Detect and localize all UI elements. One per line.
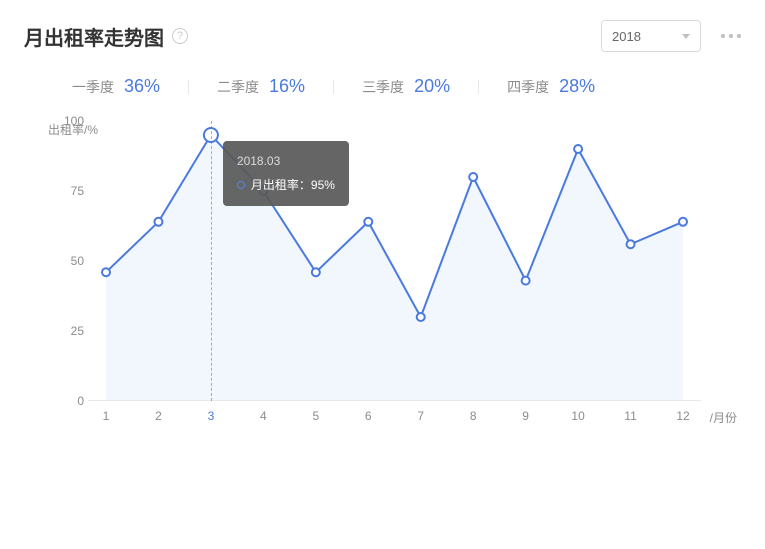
quarter-q2: 二季度 16% bbox=[189, 76, 333, 97]
quarter-q4: 四季度 28% bbox=[479, 76, 623, 97]
quarter-q1: 一季度 36% bbox=[44, 76, 188, 97]
x-tick: 6 bbox=[365, 409, 372, 423]
y-tick: 25 bbox=[48, 324, 84, 338]
help-icon[interactable]: ? bbox=[172, 28, 188, 44]
quarter-value: 36% bbox=[124, 76, 160, 97]
plot[interactable]: 2018.03 月出租率：95% bbox=[88, 121, 701, 401]
x-tick: 7 bbox=[417, 409, 424, 423]
y-tick: 100 bbox=[48, 114, 84, 128]
x-tick: 10 bbox=[571, 409, 584, 423]
x-axis: /月份 123456789101112 bbox=[88, 409, 701, 429]
quarter-value: 28% bbox=[559, 76, 595, 97]
quarter-value: 20% bbox=[414, 76, 450, 97]
x-axis-line bbox=[88, 400, 701, 401]
x-tick: 2 bbox=[155, 409, 162, 423]
x-tick: 9 bbox=[522, 409, 529, 423]
quarters-row: 一季度 36% 二季度 16% 三季度 20% 四季度 28% bbox=[24, 76, 741, 97]
header: 月出租率走势图 ? 2018 bbox=[24, 20, 741, 52]
y-tick: 75 bbox=[48, 184, 84, 198]
y-tick: 50 bbox=[48, 254, 84, 268]
quarter-label: 一季度 bbox=[72, 77, 114, 97]
chart[interactable]: 出租率/% 0255075100 2018.03 月出租率：95% /月份 12… bbox=[24, 121, 741, 429]
y-tick: 0 bbox=[48, 394, 84, 408]
x-tick: 4 bbox=[260, 409, 267, 423]
y-axis: 0255075100 bbox=[48, 121, 84, 401]
quarter-label: 三季度 bbox=[362, 77, 404, 97]
more-icon[interactable] bbox=[721, 34, 741, 38]
quarter-q3: 三季度 20% bbox=[334, 76, 478, 97]
chevron-down-icon bbox=[682, 34, 690, 39]
plot-wrap: 0255075100 2018.03 月出租率：95% bbox=[88, 121, 701, 401]
x-tick: 12 bbox=[676, 409, 689, 423]
chart-svg bbox=[88, 121, 701, 401]
quarter-value: 16% bbox=[269, 76, 305, 97]
header-actions: 2018 bbox=[601, 20, 741, 52]
quarter-label: 四季度 bbox=[507, 77, 549, 97]
highlight-vline bbox=[211, 121, 212, 401]
page-title: 月出租率走势图 bbox=[24, 22, 164, 51]
year-select[interactable]: 2018 bbox=[601, 20, 701, 52]
year-select-value: 2018 bbox=[612, 29, 641, 44]
x-tick: 3 bbox=[208, 409, 215, 423]
quarter-label: 二季度 bbox=[217, 77, 259, 97]
x-tick: 8 bbox=[470, 409, 477, 423]
title-wrap: 月出租率走势图 ? bbox=[24, 22, 188, 51]
x-axis-label: /月份 bbox=[710, 409, 737, 426]
x-tick: 11 bbox=[624, 409, 636, 423]
x-tick: 1 bbox=[103, 409, 110, 423]
x-tick: 5 bbox=[312, 409, 319, 423]
